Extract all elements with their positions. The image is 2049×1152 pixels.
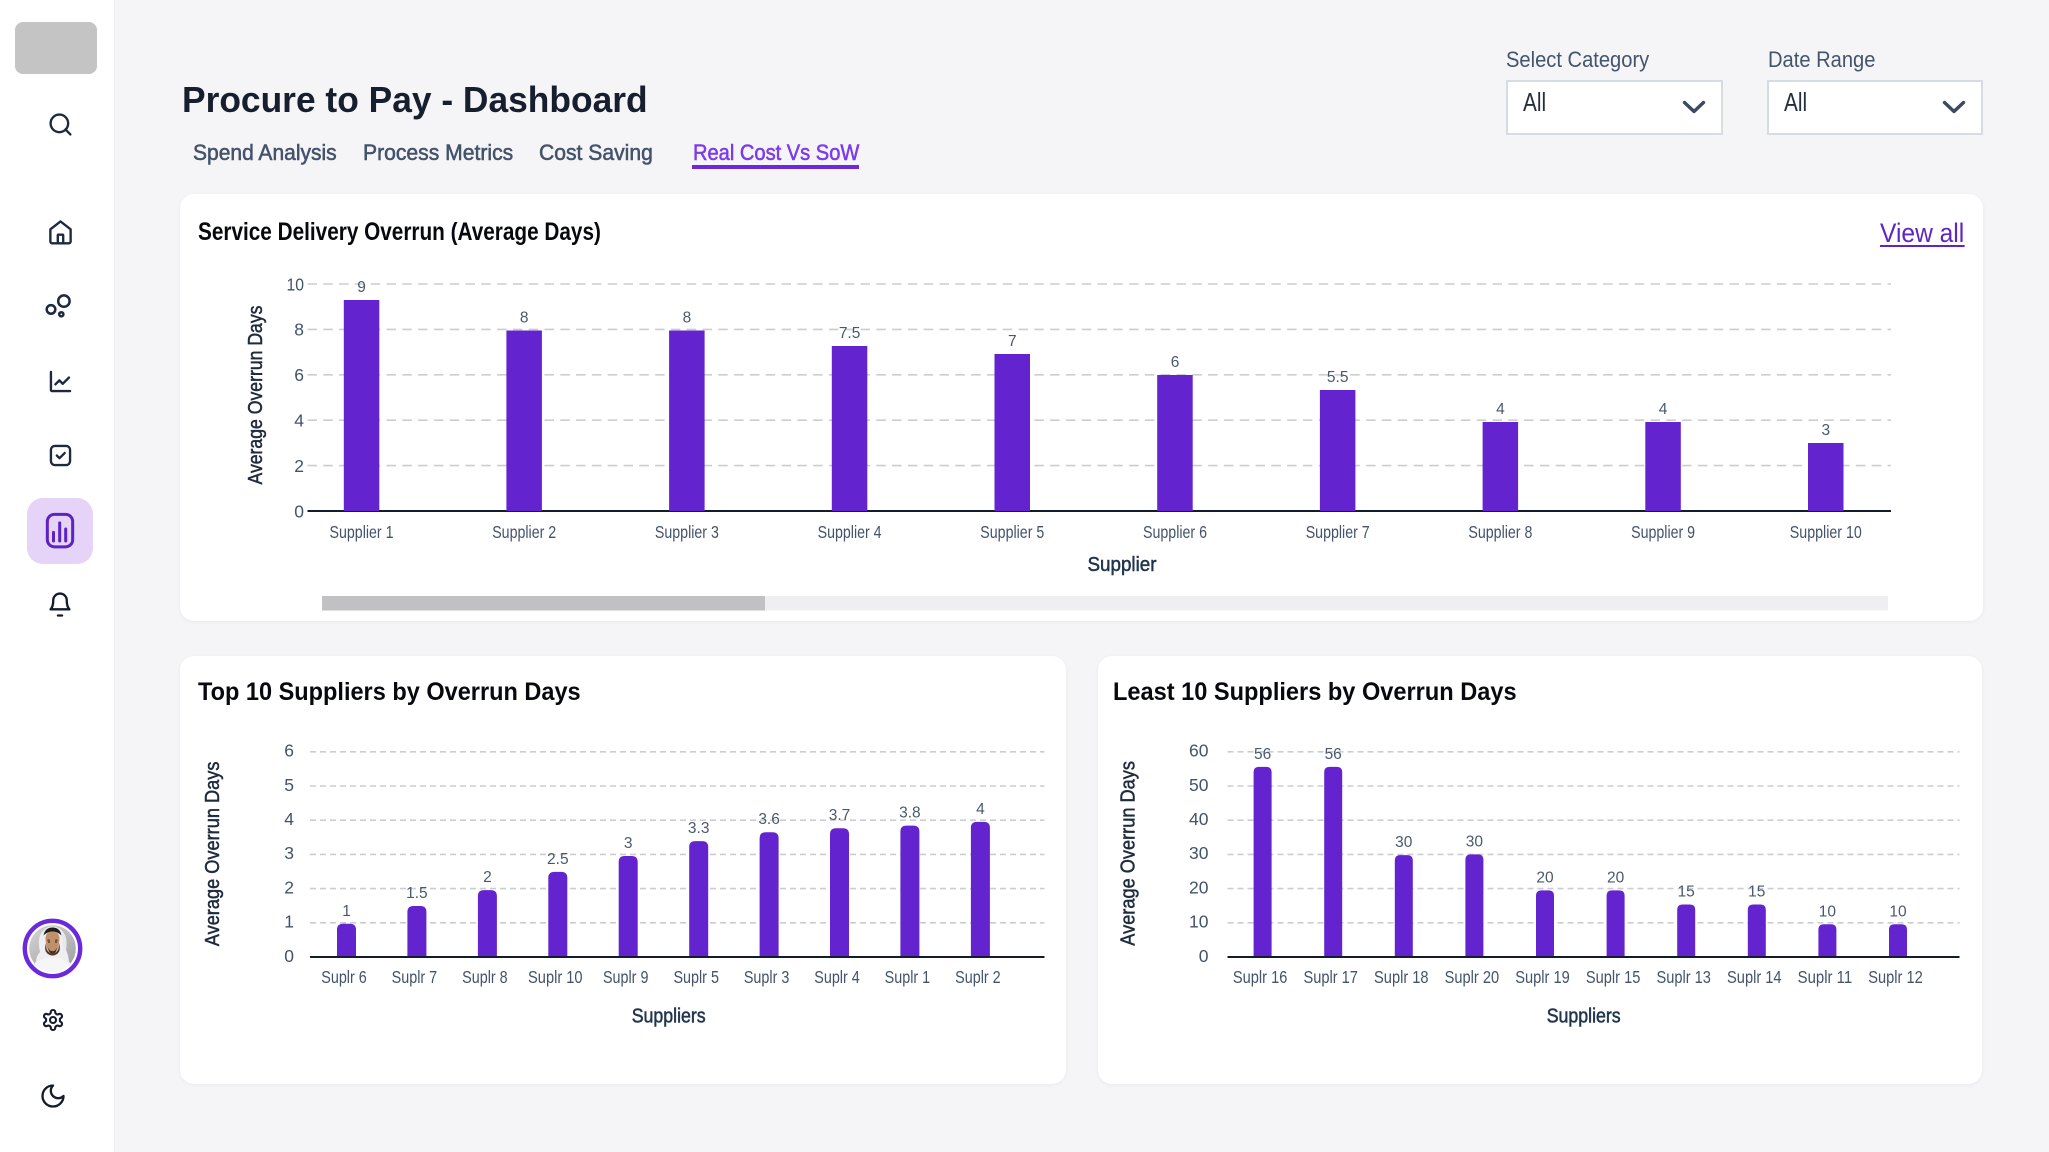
svg-text:15: 15 bbox=[1678, 884, 1695, 901]
svg-text:Suplr 9: Suplr 9 bbox=[603, 967, 649, 987]
svg-text:Supplier 3: Supplier 3 bbox=[655, 522, 719, 542]
svg-text:Suppliers: Suppliers bbox=[632, 1006, 706, 1028]
svg-text:3.7: 3.7 bbox=[829, 807, 851, 824]
svg-text:56: 56 bbox=[1254, 746, 1271, 763]
svg-text:Suplr 19: Suplr 19 bbox=[1515, 967, 1570, 987]
svg-text:30: 30 bbox=[1466, 833, 1484, 850]
svg-text:8: 8 bbox=[520, 310, 529, 327]
svg-text:8: 8 bbox=[683, 310, 692, 327]
svg-text:7.5: 7.5 bbox=[839, 325, 861, 342]
svg-text:0: 0 bbox=[1199, 946, 1209, 966]
svg-text:9: 9 bbox=[357, 279, 366, 296]
svg-text:8: 8 bbox=[294, 320, 304, 340]
svg-text:Suplr 2: Suplr 2 bbox=[955, 967, 1001, 987]
svg-text:50: 50 bbox=[1189, 775, 1209, 795]
svg-text:Suplr 8: Suplr 8 bbox=[462, 967, 508, 987]
svg-text:20: 20 bbox=[1607, 869, 1625, 886]
svg-text:15: 15 bbox=[1748, 884, 1765, 901]
svg-text:30: 30 bbox=[1395, 834, 1413, 851]
svg-text:3.8: 3.8 bbox=[899, 805, 921, 822]
svg-text:2: 2 bbox=[284, 877, 294, 897]
svg-text:2.5: 2.5 bbox=[547, 851, 569, 868]
svg-text:Average Overrun Days: Average Overrun Days bbox=[245, 306, 267, 485]
svg-text:10: 10 bbox=[1889, 903, 1907, 920]
svg-text:30: 30 bbox=[1189, 843, 1209, 863]
svg-text:7: 7 bbox=[1008, 333, 1017, 350]
svg-text:10: 10 bbox=[287, 274, 305, 294]
svg-text:Suplr 6: Suplr 6 bbox=[321, 967, 367, 987]
svg-text:Supplier 2: Supplier 2 bbox=[492, 522, 556, 542]
svg-text:Supplier 7: Supplier 7 bbox=[1306, 522, 1370, 542]
svg-text:Suplr 7: Suplr 7 bbox=[392, 967, 438, 987]
svg-text:40: 40 bbox=[1189, 809, 1209, 829]
svg-text:4: 4 bbox=[284, 809, 294, 829]
svg-text:Suplr 5: Suplr 5 bbox=[673, 967, 719, 987]
svg-text:1: 1 bbox=[342, 903, 351, 920]
svg-text:Suplr 4: Suplr 4 bbox=[814, 967, 860, 987]
svg-text:Average Overrun Days: Average Overrun Days bbox=[202, 762, 224, 947]
svg-text:6: 6 bbox=[294, 365, 304, 385]
svg-text:6: 6 bbox=[284, 741, 294, 761]
svg-text:Suplr 14: Suplr 14 bbox=[1727, 967, 1782, 987]
svg-text:Suplr 10: Suplr 10 bbox=[528, 967, 583, 987]
svg-text:Supplier 8: Supplier 8 bbox=[1468, 522, 1532, 542]
svg-text:Supplier 1: Supplier 1 bbox=[330, 522, 394, 542]
svg-text:1.5: 1.5 bbox=[406, 885, 428, 902]
svg-text:Average Overrun Days: Average Overrun Days bbox=[1118, 761, 1140, 946]
svg-text:10: 10 bbox=[1189, 912, 1209, 932]
svg-text:4: 4 bbox=[294, 411, 304, 431]
svg-text:20: 20 bbox=[1189, 877, 1209, 897]
svg-text:5.5: 5.5 bbox=[1327, 369, 1349, 386]
svg-text:Supplier 9: Supplier 9 bbox=[1631, 522, 1695, 542]
svg-text:3.3: 3.3 bbox=[688, 820, 710, 837]
svg-text:5: 5 bbox=[284, 775, 294, 795]
svg-text:10: 10 bbox=[1819, 903, 1837, 920]
svg-text:Suplr 12: Suplr 12 bbox=[1868, 967, 1923, 987]
svg-text:Supplier 4: Supplier 4 bbox=[818, 522, 882, 542]
svg-text:Suppliers: Suppliers bbox=[1547, 1006, 1621, 1028]
svg-text:2: 2 bbox=[483, 869, 492, 886]
svg-text:3.6: 3.6 bbox=[758, 811, 780, 828]
svg-text:20: 20 bbox=[1536, 869, 1554, 886]
svg-text:0: 0 bbox=[284, 946, 294, 966]
svg-text:3: 3 bbox=[1821, 422, 1830, 439]
svg-text:Suplr 1: Suplr 1 bbox=[885, 967, 931, 987]
svg-text:Suplr 11: Suplr 11 bbox=[1798, 967, 1853, 987]
svg-text:4: 4 bbox=[976, 801, 985, 818]
svg-text:3: 3 bbox=[284, 843, 294, 863]
svg-text:6: 6 bbox=[1171, 354, 1180, 371]
svg-text:60: 60 bbox=[1189, 741, 1209, 761]
svg-text:Suplr 3: Suplr 3 bbox=[744, 967, 790, 987]
svg-text:Suplr 17: Suplr 17 bbox=[1303, 967, 1358, 987]
svg-text:Suplr 20: Suplr 20 bbox=[1445, 967, 1500, 987]
svg-text:2: 2 bbox=[294, 456, 304, 476]
svg-text:1: 1 bbox=[284, 912, 294, 932]
svg-text:Supplier: Supplier bbox=[1088, 553, 1157, 576]
svg-text:Suplr 16: Suplr 16 bbox=[1233, 967, 1288, 987]
svg-text:0: 0 bbox=[294, 501, 304, 521]
svg-text:56: 56 bbox=[1325, 746, 1342, 763]
svg-text:Suplr 15: Suplr 15 bbox=[1586, 967, 1641, 987]
svg-text:Supplier 6: Supplier 6 bbox=[1143, 522, 1207, 542]
svg-text:Supplier 5: Supplier 5 bbox=[980, 522, 1044, 542]
svg-text:4: 4 bbox=[1496, 401, 1505, 418]
svg-text:Suplr 18: Suplr 18 bbox=[1374, 967, 1429, 987]
svg-text:Suplr 13: Suplr 13 bbox=[1656, 967, 1711, 987]
svg-text:4: 4 bbox=[1659, 401, 1668, 418]
svg-text:Supplier 10: Supplier 10 bbox=[1790, 522, 1862, 542]
svg-text:3: 3 bbox=[624, 835, 633, 852]
